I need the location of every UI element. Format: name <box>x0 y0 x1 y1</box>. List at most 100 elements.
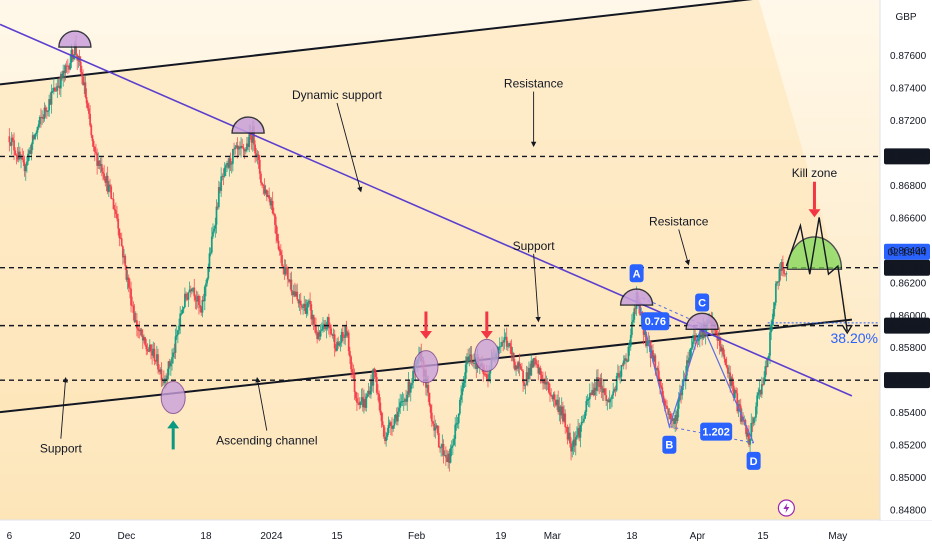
annotation-label: Support <box>40 442 83 456</box>
time-tick-label: Mar <box>544 531 562 542</box>
annotation-label: Kill zone <box>792 166 838 180</box>
candle-body <box>412 370 414 383</box>
candle-body <box>344 326 347 338</box>
level-tag-label: 0.86976 <box>889 152 926 163</box>
candle-body <box>81 72 83 77</box>
pattern-point-label: C <box>698 297 706 309</box>
candle-body <box>488 373 491 381</box>
candle-body <box>662 395 665 401</box>
candle-body <box>769 332 771 356</box>
candle-body <box>577 428 579 436</box>
price-tick-label: 0.85000 <box>890 473 927 484</box>
harmonic-pattern: A B C D 0.76 1.202 <box>629 264 761 470</box>
candle-body <box>785 273 788 275</box>
candle-body <box>208 253 211 267</box>
candle-body <box>143 337 145 341</box>
candle-body <box>751 422 754 424</box>
candle-body <box>201 299 204 313</box>
candle-body <box>753 417 756 419</box>
candle-body <box>299 300 302 306</box>
candle-body <box>546 382 549 383</box>
candle-body <box>515 365 517 370</box>
candle-body <box>518 362 521 367</box>
candle-body <box>56 86 59 91</box>
candle-body <box>27 153 29 162</box>
candle-body <box>748 432 750 445</box>
candle-body <box>643 331 646 335</box>
arrow-down-head <box>419 330 432 339</box>
candle-body <box>311 314 314 320</box>
candle-body <box>206 278 209 284</box>
candle-body <box>437 433 440 448</box>
candle-body <box>463 378 466 383</box>
candle-body <box>234 147 237 149</box>
candle-body <box>621 364 624 366</box>
candle-body <box>144 337 147 345</box>
price-tick-label: 0.87200 <box>890 116 927 127</box>
candle-body <box>255 153 258 157</box>
current-price-timer-tag <box>884 243 930 260</box>
candle-body <box>172 352 175 358</box>
candle-body <box>119 237 122 239</box>
candle-body <box>723 354 726 359</box>
candle-body <box>568 432 571 444</box>
candle-body <box>446 457 448 462</box>
candle-body <box>475 363 478 369</box>
candle-body <box>757 392 760 396</box>
candle-body <box>304 303 307 314</box>
candle-body <box>628 346 631 348</box>
candle-body <box>121 246 124 258</box>
candle-body <box>516 365 519 369</box>
time-tick-label: 18 <box>626 531 638 542</box>
candle-body <box>308 300 310 303</box>
candle-body <box>298 300 301 304</box>
candle-body <box>291 291 294 295</box>
candle-body <box>158 369 161 372</box>
candle-body <box>593 387 596 396</box>
candle-body <box>497 346 500 351</box>
pattern-point-badge <box>629 264 644 283</box>
candle-body <box>35 132 38 135</box>
candle-body <box>407 381 410 395</box>
candle-body <box>160 369 163 381</box>
annotation-label: Resistance <box>504 77 564 91</box>
candle-body <box>544 379 547 385</box>
candle-body <box>396 411 399 422</box>
price-axis[interactable]: 0.86976 0.86290 0.85933 0.85597 02:13:44 0.87… <box>884 51 930 516</box>
candle-body <box>86 103 89 109</box>
candle-body <box>346 332 349 336</box>
candle-body <box>502 341 505 343</box>
candle-body <box>432 421 434 424</box>
candle-body <box>379 402 382 413</box>
candle-body <box>100 164 103 172</box>
candle-body <box>228 158 231 168</box>
candle-body <box>403 399 406 401</box>
candle-body <box>36 127 39 133</box>
candle-body <box>187 292 190 300</box>
candle-body <box>9 142 12 146</box>
candle-body <box>180 313 183 315</box>
candle-body <box>667 408 670 415</box>
time-tick-label: May <box>828 531 847 542</box>
candle-body <box>69 62 72 70</box>
candle-body <box>576 435 578 438</box>
candle-body <box>284 267 287 275</box>
candle-body <box>212 231 214 237</box>
candle-body <box>394 414 397 419</box>
candle-body <box>777 281 780 283</box>
candle-body <box>471 362 474 364</box>
time-tick-label: 19 <box>495 531 507 542</box>
candle-body <box>292 291 295 295</box>
candle-body <box>506 346 509 347</box>
candle-body <box>44 107 47 112</box>
candle-body <box>243 149 246 152</box>
candle-body <box>302 307 304 308</box>
candle-body <box>468 356 471 362</box>
candle-body <box>26 161 28 166</box>
candle-body <box>105 175 108 183</box>
time-axis[interactable]: 6 20 Dec 18 2024 15 Feb 19 Mar 18 Apr 15 May <box>7 531 848 542</box>
price-tick-label: 0.86600 <box>890 213 927 224</box>
candle-body <box>168 361 171 367</box>
candle-body <box>175 334 178 337</box>
